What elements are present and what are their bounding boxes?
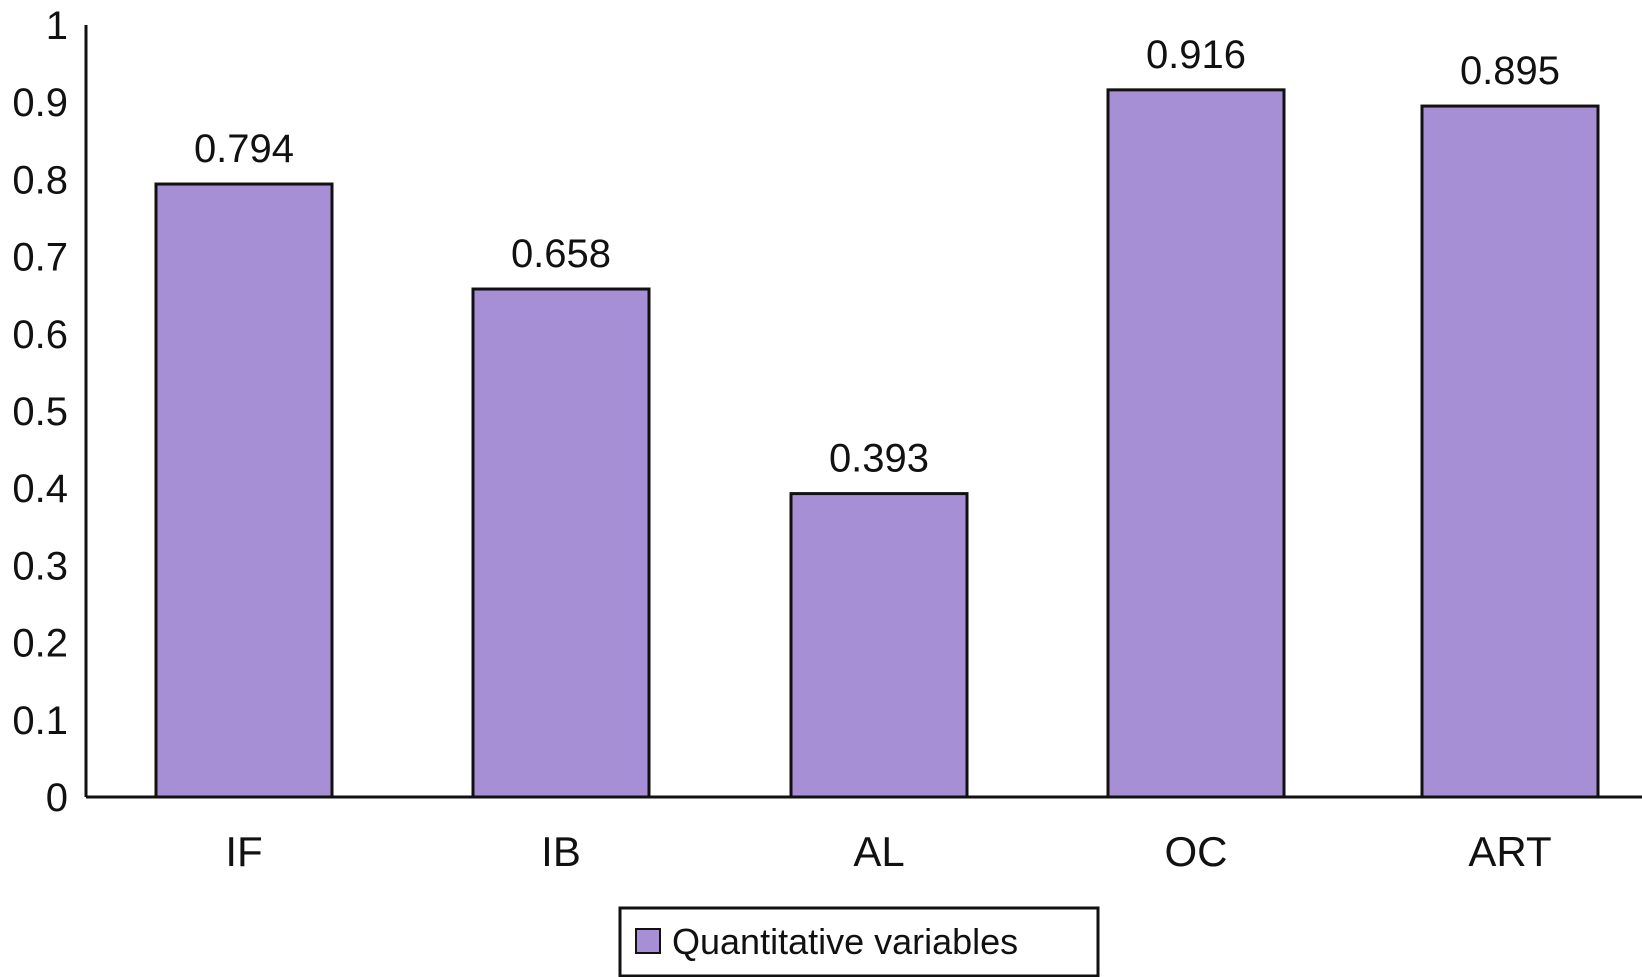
y-tick-label-7: 0.7 <box>12 236 68 280</box>
x-category-labels-group: IF IB AL OC ART <box>225 828 1551 875</box>
bars-group <box>154 88 1600 799</box>
y-tick-label-3: 0.3 <box>12 544 68 588</box>
bar-if <box>154 182 334 799</box>
y-tick-label-5: 0.5 <box>12 390 68 434</box>
data-label-art: 0.895 <box>1460 49 1560 93</box>
bar-al <box>789 492 969 799</box>
data-label-ib: 0.658 <box>511 232 611 276</box>
data-label-if: 0.794 <box>194 127 294 171</box>
y-tick-label-8: 0.8 <box>12 158 68 202</box>
axes-group <box>84 25 1642 799</box>
x-tick-label-art: ART <box>1468 828 1551 875</box>
y-tick-label-2: 0.2 <box>12 622 68 666</box>
y-tick-label-0: 0 <box>46 776 68 820</box>
y-tick-label-9: 0.9 <box>12 81 68 125</box>
legend-swatch <box>635 928 661 954</box>
x-tick-label-oc: OC <box>1165 828 1228 875</box>
y-tick-label-1: 0.1 <box>12 699 68 743</box>
x-tick-label-al: AL <box>853 828 904 875</box>
x-tick-label-ib: IB <box>541 828 581 875</box>
legend-entry-label: Quantitative variables <box>672 921 1018 962</box>
bar-art <box>1420 104 1600 799</box>
data-label-al: 0.393 <box>829 437 929 481</box>
data-label-oc: 0.916 <box>1146 33 1246 77</box>
legend-box <box>618 906 1100 977</box>
x-tick-label-if: IF <box>225 828 262 875</box>
y-tick-labels-group: 0 0.1 0.2 0.3 0.4 0.5 0.6 0.7 0.8 0.9 1 <box>12 4 68 820</box>
data-labels-group: 0.794 0.658 0.393 0.916 0.895 <box>194 33 1560 481</box>
y-tick-label-10: 1 <box>46 4 68 48</box>
y-tick-label-4: 0.4 <box>12 467 68 511</box>
bar-oc <box>1106 88 1286 799</box>
y-tick-label-6: 0.6 <box>12 313 68 357</box>
legend: Quantitative variables <box>618 906 1100 977</box>
bar-ib <box>471 287 651 799</box>
